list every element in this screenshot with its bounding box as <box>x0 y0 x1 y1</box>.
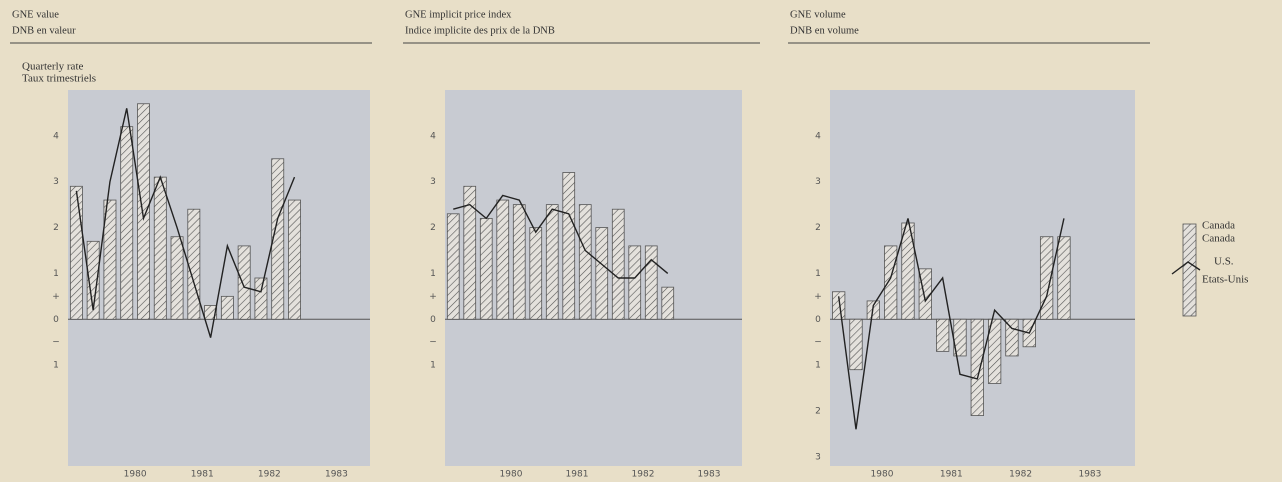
bar <box>496 199 510 320</box>
bar <box>529 227 543 320</box>
bar <box>187 208 201 320</box>
legend-label: Canada <box>1202 233 1235 245</box>
x-tick-label: 1980 <box>500 470 523 480</box>
chart-title: GNE value <box>12 9 59 20</box>
y-tick-label: 1 <box>815 269 821 279</box>
bar <box>103 199 117 320</box>
x-tick-label: 1981 <box>191 470 214 480</box>
y-tick-label: + <box>429 292 437 302</box>
bar <box>271 158 285 320</box>
legend-line-swatch <box>1171 261 1201 275</box>
x-tick-label: 1981 <box>566 470 589 480</box>
y-tick-label: 2 <box>815 406 821 416</box>
bar-series: Canada <box>446 172 675 320</box>
bar <box>137 103 150 320</box>
x-tick-label: 1980 <box>124 470 147 480</box>
bar <box>562 172 576 320</box>
line: U.S. <box>75 108 296 338</box>
bar <box>86 240 100 320</box>
bar <box>512 204 526 320</box>
line: U.S. <box>837 218 1065 430</box>
bar <box>628 245 642 320</box>
bar <box>918 268 932 320</box>
y-label: Taux trimestriels <box>22 73 96 85</box>
bar <box>578 204 592 320</box>
y-tick-label: + <box>814 292 822 302</box>
y-tick-label: 1 <box>53 361 59 371</box>
y-tick-label: 0 <box>430 315 436 325</box>
plot-area <box>68 90 370 466</box>
x-tick-label: 1980 <box>871 470 894 480</box>
x-tick-label: 1982 <box>258 470 281 480</box>
y-tick-label: 3 <box>53 177 59 187</box>
bar <box>254 277 268 320</box>
legend-bar-swatch <box>1182 223 1197 317</box>
x-tick-label: 1983 <box>325 470 348 480</box>
y-tick-label: 3 <box>815 452 821 462</box>
chart-subtitle: DNB en valeur <box>12 25 76 36</box>
bar <box>595 227 609 320</box>
bar <box>661 286 675 320</box>
chart-title: GNE volume <box>790 9 846 20</box>
legend-label: U.S. <box>1214 256 1234 268</box>
bar <box>1057 236 1071 320</box>
legend-label: Etats-Unis <box>1202 274 1248 286</box>
bar <box>849 318 863 371</box>
y-tick-label: 0 <box>815 315 821 325</box>
chart-title: GNE implicit price index <box>405 9 512 20</box>
legend-label: Canada <box>1202 220 1235 232</box>
x-tick-label: 1983 <box>1078 470 1101 480</box>
bar <box>545 204 559 320</box>
y-label: Quarterly rate <box>22 61 83 73</box>
y-tick-label: − <box>429 338 437 348</box>
bar <box>69 185 83 320</box>
bar <box>1005 318 1019 357</box>
y-tick-label: + <box>52 292 60 302</box>
bar <box>901 222 915 320</box>
x-tick-label: 1983 <box>698 470 721 480</box>
chart-subtitle: DNB en volume <box>790 25 859 36</box>
bar <box>220 295 234 320</box>
bar <box>153 176 167 320</box>
bar-series: Canada <box>69 103 301 320</box>
y-tick-label: 1 <box>430 269 436 279</box>
y-tick-label: 1 <box>815 361 821 371</box>
y-tick-label: 4 <box>53 131 59 141</box>
bar <box>463 185 477 320</box>
x-tick-label: 1981 <box>940 470 963 480</box>
bar <box>832 291 846 320</box>
y-tick-label: 3 <box>430 177 436 187</box>
x-tick-label: 1982 <box>632 470 655 480</box>
y-tick-label: 2 <box>430 223 436 233</box>
y-tick-label: 4 <box>430 131 436 141</box>
bar <box>987 318 1002 384</box>
y-tick-label: 3 <box>815 177 821 187</box>
plot-area <box>445 90 742 466</box>
line: U.S. <box>453 194 669 279</box>
y-tick-label: 2 <box>815 223 821 233</box>
y-tick-label: 1 <box>430 361 436 371</box>
y-tick-label: 1 <box>53 269 59 279</box>
chart-subtitle: Indice implicite des prix de la DNB <box>405 25 555 36</box>
bar <box>170 236 184 320</box>
x-tick-label: 1982 <box>1009 470 1032 480</box>
y-tick-label: 2 <box>53 223 59 233</box>
y-tick-label: − <box>814 338 822 348</box>
bar <box>936 318 950 352</box>
bar <box>1039 236 1054 320</box>
bar <box>479 217 493 320</box>
y-tick-label: − <box>52 338 60 348</box>
bar <box>884 245 898 320</box>
y-tick-label: 4 <box>815 131 821 141</box>
bar <box>237 245 251 320</box>
bar <box>120 126 134 320</box>
bar <box>970 318 984 416</box>
bar <box>644 245 658 320</box>
bar <box>446 213 460 320</box>
bar <box>204 305 218 320</box>
bar <box>611 208 625 320</box>
bar <box>288 199 301 320</box>
y-tick-label: 0 <box>53 315 59 325</box>
